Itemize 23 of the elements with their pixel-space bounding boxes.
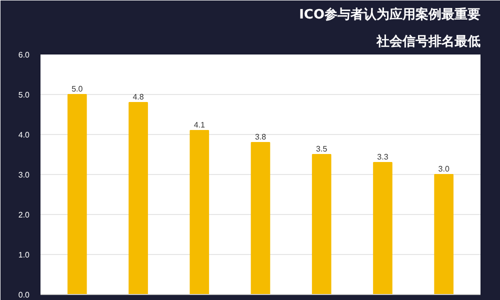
bar bbox=[190, 130, 210, 294]
data-label: 4.1 bbox=[194, 120, 206, 130]
y-tick-label: 1.0 bbox=[18, 250, 30, 260]
bar bbox=[128, 102, 148, 294]
data-label: 3.3 bbox=[377, 152, 389, 162]
data-label: 3.8 bbox=[254, 132, 267, 142]
data-label: 3.5 bbox=[316, 144, 328, 154]
bar bbox=[250, 142, 270, 294]
chart-title: ICO参与者认为应用案例最重要 bbox=[299, 6, 481, 22]
y-tick-label: 5.0 bbox=[18, 90, 30, 100]
data-label: 3.0 bbox=[438, 164, 450, 174]
bar bbox=[312, 154, 332, 294]
y-tick-label: 3.0 bbox=[18, 170, 30, 180]
bar bbox=[68, 94, 87, 294]
bar bbox=[434, 174, 454, 294]
data-label: 4.8 bbox=[132, 92, 144, 102]
y-tick-label: 0.0 bbox=[18, 290, 30, 300]
y-tick-label: 2.0 bbox=[18, 210, 30, 220]
chart-subtitle: 社会信号排名最低 bbox=[376, 34, 480, 50]
data-label: 5.0 bbox=[72, 84, 84, 94]
y-tick-label: 6.0 bbox=[18, 50, 30, 60]
y-tick-label: 4.0 bbox=[18, 130, 30, 140]
bar bbox=[373, 162, 392, 294]
